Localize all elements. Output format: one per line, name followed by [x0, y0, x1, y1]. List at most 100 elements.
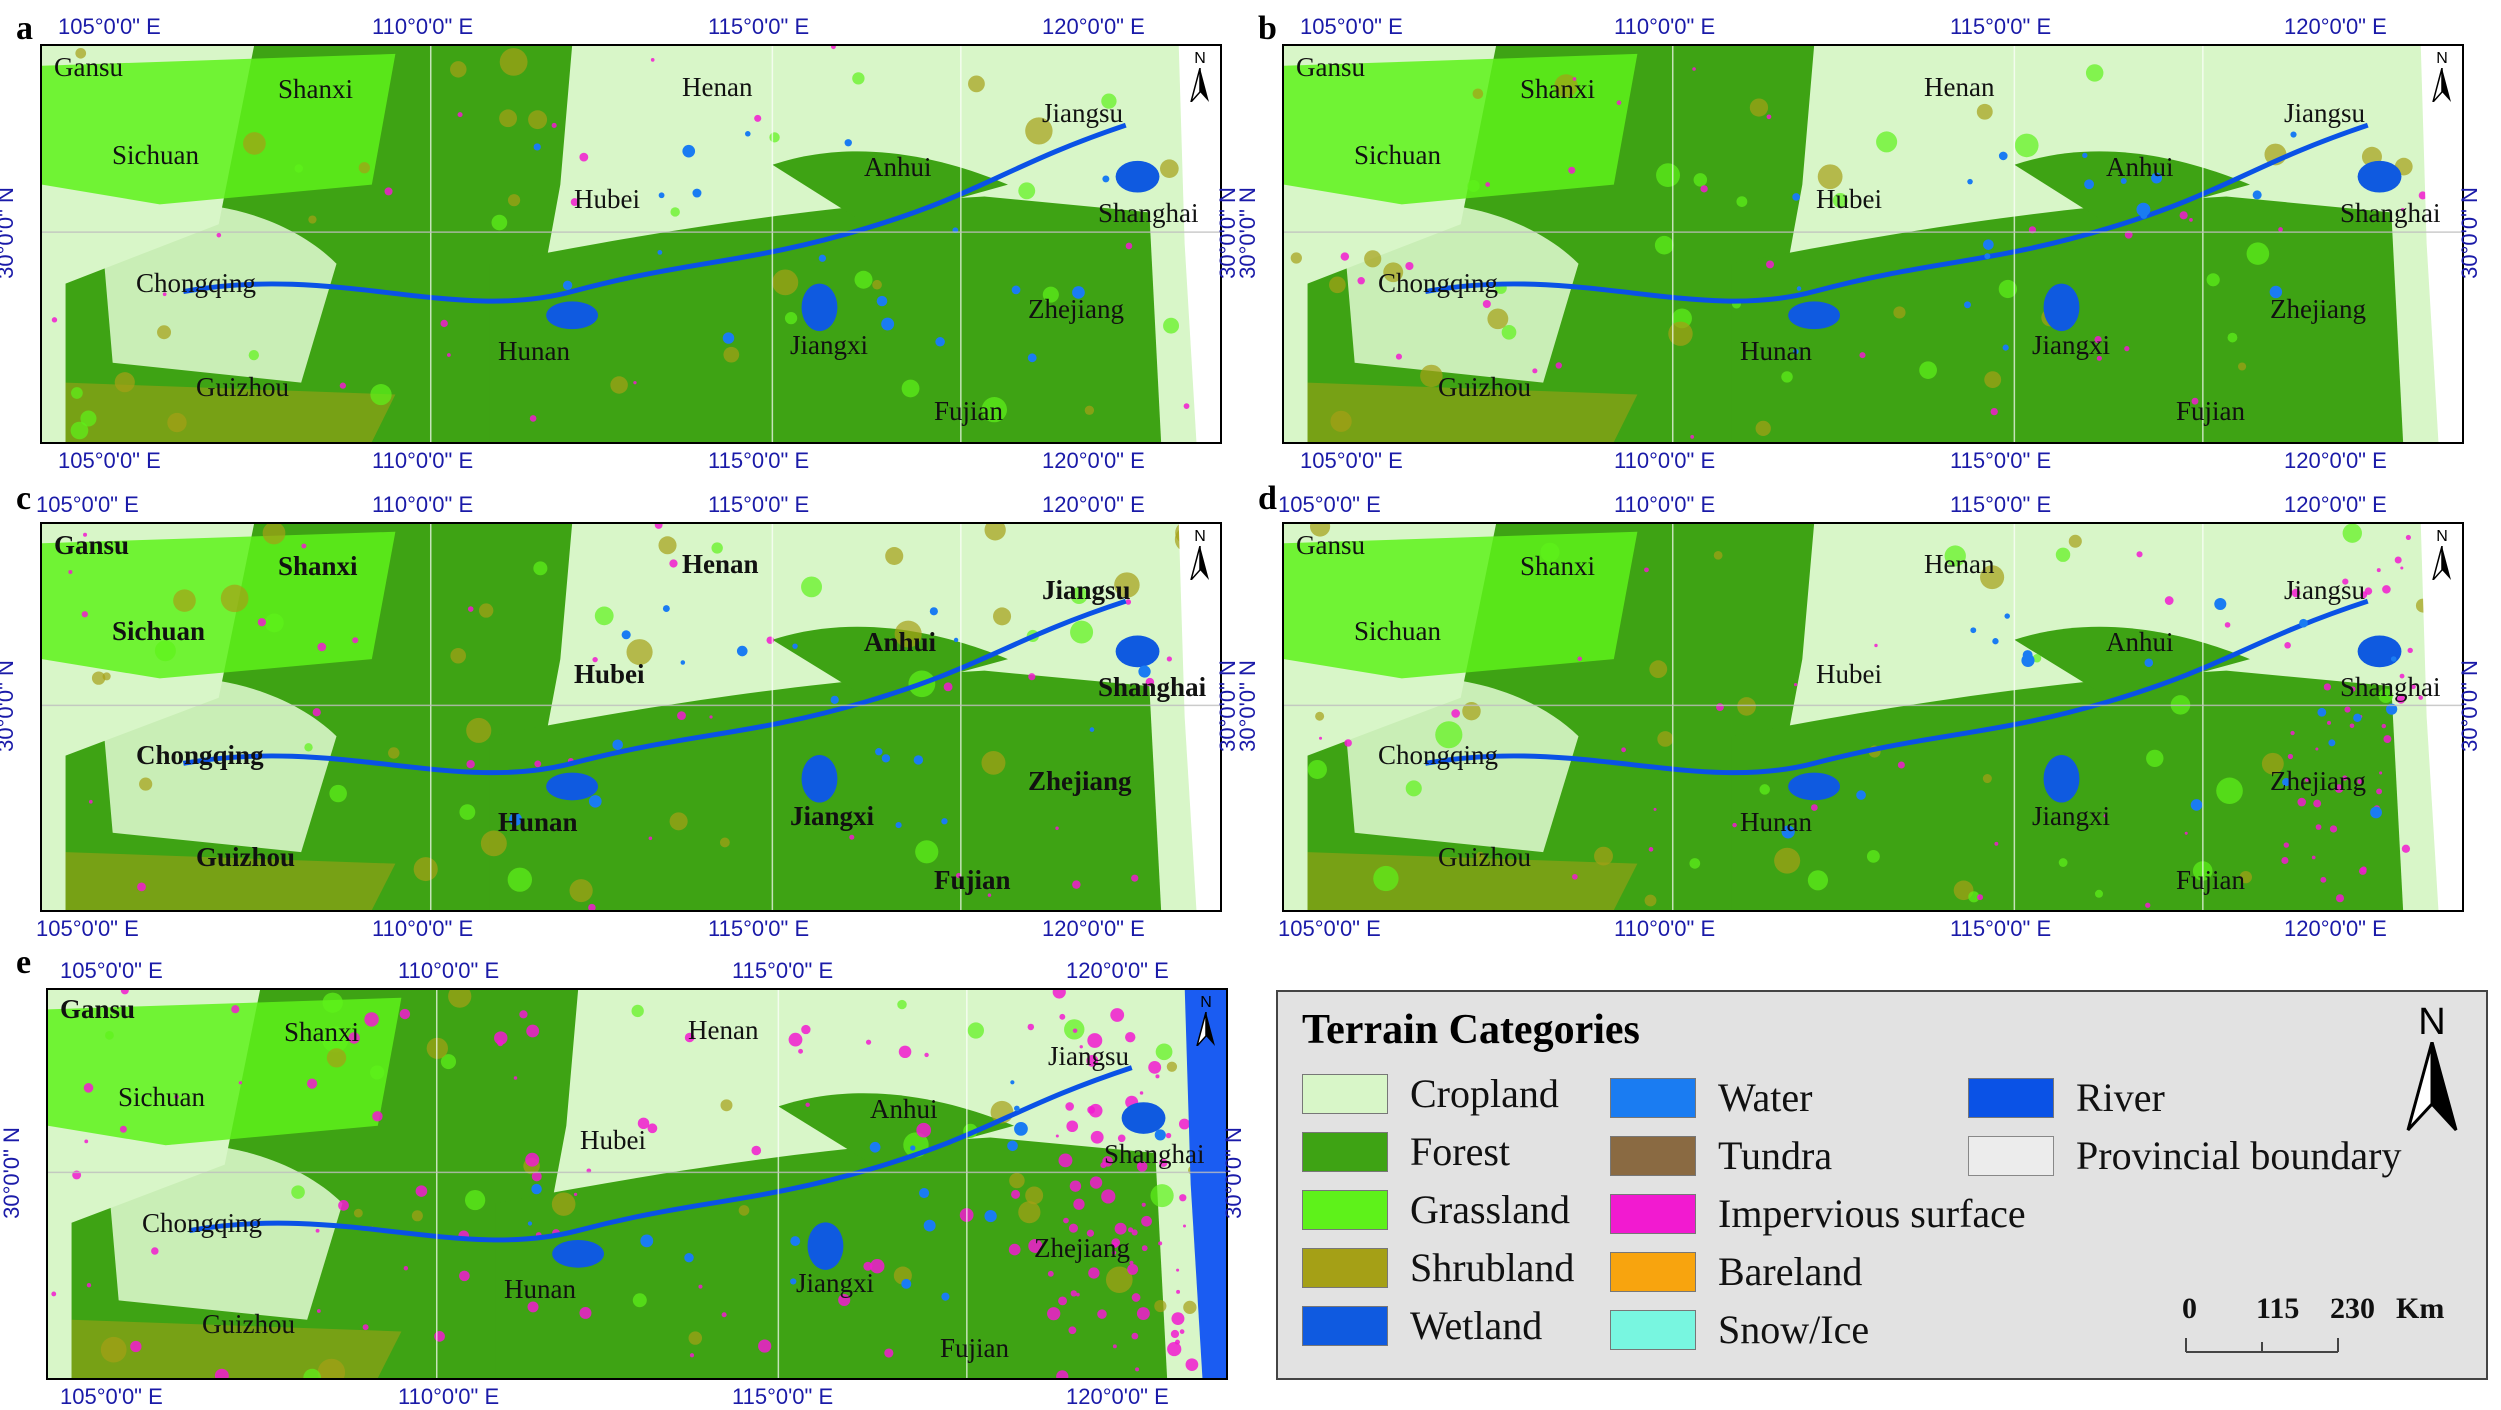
- grassland-patch: [528, 110, 548, 130]
- province-label-henan: Henan: [688, 1015, 759, 1046]
- grassland-patch: [1070, 587, 1088, 604]
- impervious-dot: [457, 112, 463, 118]
- impervious-dot: [2124, 346, 2130, 352]
- impervious-dot: [2405, 534, 2411, 540]
- latitude-label: 30°0'0" N: [0, 1127, 24, 1220]
- grassland-patch: [450, 648, 466, 664]
- impervious-dot: [1716, 703, 1724, 711]
- impervious-dot: [1136, 1307, 1150, 1320]
- impervious-dot: [1357, 276, 1365, 285]
- grassland-patch: [1982, 774, 1992, 784]
- legend-item-forest: Forest: [1302, 1128, 1510, 1175]
- province-label-fujian: Fujian: [2176, 865, 2246, 896]
- province-label-henan: Henan: [682, 549, 759, 580]
- legend-label: Cropland: [1410, 1071, 1559, 1116]
- impervious-dot: [648, 836, 653, 841]
- impervious-dot: [2284, 642, 2291, 649]
- impervious-dot: [1810, 804, 1818, 811]
- grassland-patch: [1154, 1299, 1167, 1313]
- impervious-dot: [1395, 353, 1402, 360]
- grassland-patch: [1866, 849, 1880, 863]
- poyang-lake: [2043, 283, 2080, 332]
- longitude-label: 110°0'0" E: [1614, 916, 1716, 941]
- water-body: [684, 1252, 694, 1263]
- province-label-jiangsu: Jiangsu: [1042, 98, 1123, 128]
- grassland-patch: [2227, 332, 2238, 343]
- water-body: [1793, 348, 1799, 355]
- impervious-dot: [2376, 788, 2383, 795]
- impervious-dot: [647, 1123, 658, 1134]
- water-body: [881, 754, 891, 763]
- legend-item-wetland: Wetland: [1302, 1302, 1542, 1349]
- grassland-patch: [1649, 660, 1668, 679]
- north-arrow-icon: N: [1190, 50, 1210, 107]
- impervious-dot: [2335, 894, 2345, 903]
- water-body: [1089, 727, 1095, 732]
- water-body: [790, 1278, 797, 1285]
- impervious-dot: [1100, 1162, 1107, 1169]
- water-body: [1014, 1122, 1028, 1136]
- grassland-patch: [610, 376, 628, 394]
- north-arrow-icon: N: [1196, 994, 1216, 1051]
- latitude-label: 30°0'0" N: [0, 187, 18, 279]
- grassland-patch: [1476, 851, 1485, 860]
- province-label-zhejiang: Zhejiang: [1028, 765, 1132, 796]
- water-body: [2082, 152, 2088, 159]
- impervious-dot: [654, 524, 663, 529]
- impervious-dot: [1141, 1215, 1152, 1227]
- legend-label: Bareland: [1718, 1249, 1863, 1294]
- grassland-patch: [1420, 364, 1443, 388]
- grassland-patch: [1315, 711, 1325, 721]
- province-label-anhui: Anhui: [864, 152, 932, 182]
- impervious-dot: [1621, 747, 1627, 753]
- longitude-label: 115°0'0" E: [708, 14, 810, 39]
- impervious-dot: [709, 715, 713, 719]
- impervious-dot: [214, 1368, 229, 1378]
- impervious-dot: [2179, 211, 2188, 220]
- impervious-dot: [2410, 684, 2416, 690]
- legend-label: Provincial boundary: [2076, 1133, 2402, 1178]
- impervious-dot: [2399, 673, 2405, 679]
- grassland-patch: [167, 412, 187, 433]
- grassland-patch: [2261, 752, 2284, 775]
- grassland-patch: [1462, 702, 1481, 721]
- legend-item-grassland: Grassland: [1302, 1186, 1570, 1233]
- grassland-patch: [1657, 731, 1674, 747]
- longitude-label: 105°0'0" E: [60, 1384, 163, 1409]
- impervious-dot: [2350, 686, 2356, 692]
- province-label-chongqing: Chongqing: [1378, 740, 1499, 771]
- water-body: [935, 337, 945, 347]
- longitude-label: 105°0'0" E: [60, 958, 163, 983]
- province-label-gansu: Gansu: [1296, 52, 1365, 82]
- impervious-dot: [865, 1039, 872, 1045]
- dongting-lake: [546, 772, 599, 801]
- sea-area: [2420, 524, 2462, 910]
- grassland-patch: [569, 879, 593, 903]
- impervious-dot: [1859, 352, 1866, 359]
- grassland-patch: [71, 387, 83, 399]
- grassland-patch: [852, 72, 865, 85]
- impervious-dot: [863, 1261, 873, 1271]
- province-label-zhejiang: Zhejiang: [2270, 294, 2366, 324]
- impervious-dot: [2290, 730, 2295, 736]
- water-body: [2084, 179, 2094, 190]
- legend-box: Terrain Categories Cropland Forest Grass…: [1276, 990, 2488, 1380]
- legend-item-cropland: Cropland: [1302, 1070, 1559, 1117]
- water-body: [923, 1219, 936, 1232]
- grassland-patch: [688, 1331, 703, 1345]
- water-body: [2120, 178, 2127, 184]
- yangtze-river: [1424, 598, 2369, 776]
- impervious-dot: [1155, 1074, 1160, 1079]
- impervious-dot: [754, 114, 762, 122]
- impervious-dot: [798, 1048, 804, 1054]
- impervious-dot: [2379, 771, 2383, 775]
- grassland-patch: [981, 397, 1007, 423]
- province-label-hunan: Hunan: [498, 336, 570, 366]
- impervious-dot: [1405, 261, 1414, 271]
- water-body: [2299, 618, 2308, 628]
- latitude-label: 30°0'0" N: [1234, 187, 1260, 279]
- impervious-dot: [2315, 824, 2322, 830]
- grassland-patch: [411, 1210, 423, 1222]
- grassland-patch: [894, 620, 922, 648]
- impervious-dot: [1174, 1339, 1180, 1345]
